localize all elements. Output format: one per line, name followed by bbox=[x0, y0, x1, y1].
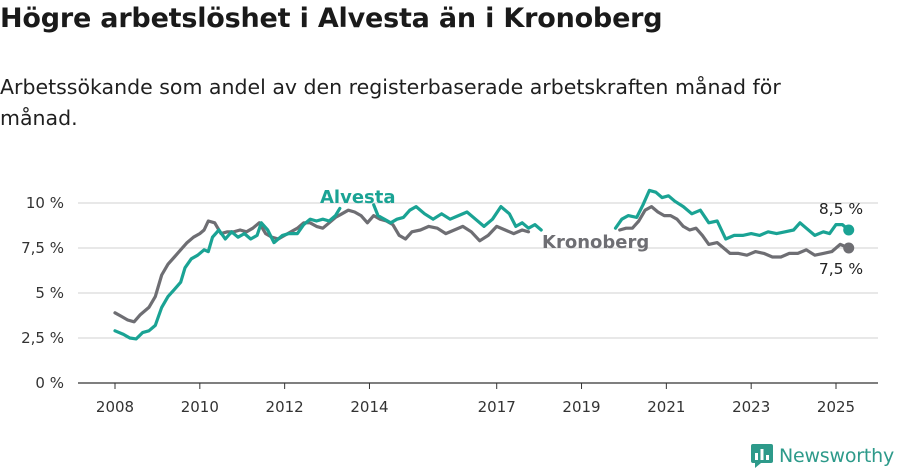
x-tick-label: 2008 bbox=[96, 398, 134, 416]
alvesta-line bbox=[613, 188, 851, 241]
y-tick-label: 0 % bbox=[35, 374, 64, 392]
x-tick-label: 2025 bbox=[817, 398, 855, 416]
kronoberg-end-point bbox=[843, 242, 855, 254]
x-tick-label: 2014 bbox=[350, 398, 388, 416]
x-tick-label: 2023 bbox=[732, 398, 770, 416]
chart-title: Högre arbetslöshet i Alvesta än i Kronob… bbox=[0, 3, 663, 34]
y-tick-label: 5 % bbox=[35, 284, 64, 302]
y-tick-label: 2,5 % bbox=[21, 329, 64, 347]
brand-name: Newsworthy bbox=[778, 445, 894, 467]
alvesta-end-point bbox=[843, 224, 855, 236]
alvesta-line bbox=[372, 203, 543, 232]
alvesta-line bbox=[113, 206, 342, 341]
kronoberg-line bbox=[113, 208, 531, 324]
y-tick-label: 7,5 % bbox=[21, 239, 64, 257]
kronoberg-line bbox=[618, 205, 851, 259]
x-tick-label: 2021 bbox=[647, 398, 685, 416]
gridlines bbox=[78, 202, 878, 384]
x-tick-label: 2012 bbox=[266, 398, 304, 416]
series-label-alvesta: Alvesta bbox=[320, 187, 396, 208]
kronoberg-end-value: 7,5 % bbox=[819, 260, 863, 278]
series-lines bbox=[113, 188, 855, 341]
y-tick-label: 10 % bbox=[26, 194, 64, 212]
newsworthy-icon bbox=[750, 444, 773, 468]
chart-subtitle: Arbetssökande som andel av den registerb… bbox=[0, 75, 781, 130]
brand-logo: Newsworthy bbox=[750, 444, 894, 468]
x-tick-label: 2019 bbox=[562, 398, 600, 416]
series-labels: Alvesta Kronoberg 8,5 % 7,5 % bbox=[320, 187, 863, 278]
x-tick-label: 2010 bbox=[181, 398, 219, 416]
series-label-kronoberg: Kronoberg bbox=[542, 232, 649, 253]
y-axis: 0 % 2,5 % 5 % 7,5 % 10 % bbox=[21, 194, 64, 392]
x-axis: 2008 2010 2012 2014 2017 2019 2021 2023 2025 bbox=[96, 383, 855, 416]
alvesta-end-value: 8,5 % bbox=[819, 200, 863, 218]
x-tick-label: 2017 bbox=[478, 398, 516, 416]
